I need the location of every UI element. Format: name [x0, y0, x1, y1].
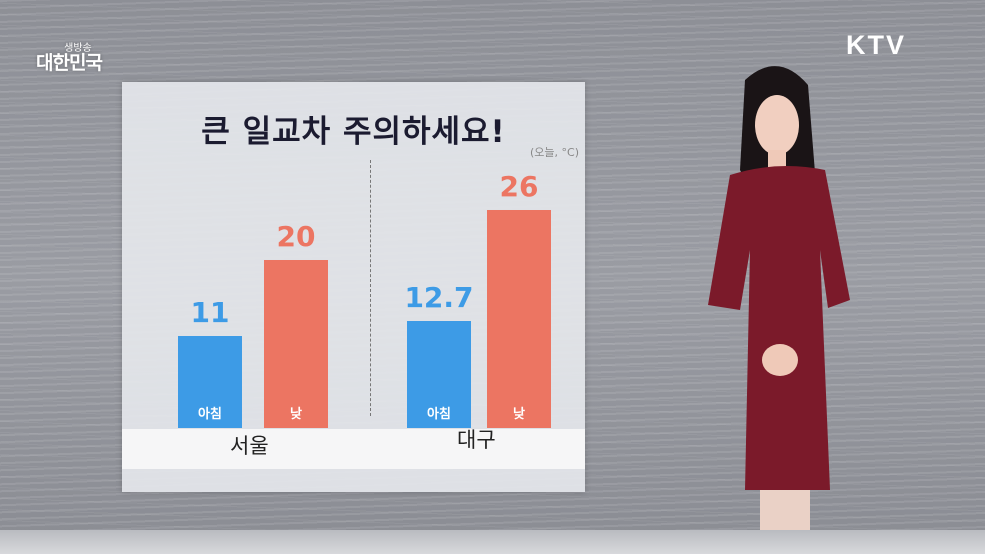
chart-title: 큰 일교차 주의하세요!	[201, 114, 506, 150]
bar-daegu-morning: 아침	[407, 321, 471, 428]
show-logo-small: 생방송	[64, 43, 92, 54]
data-label: 20	[276, 220, 316, 253]
show-logo: 생방송 대한민국	[36, 43, 103, 74]
category-label-seoul: 서울	[230, 434, 269, 458]
city-divider	[370, 160, 371, 416]
bar-daegu-day: 낮	[487, 209, 551, 428]
category-strip	[122, 429, 585, 469]
unit-note: (오늘, °C)	[530, 146, 579, 159]
bar-series-label: 아침	[198, 406, 222, 422]
chart-panel: 큰 일교차 주의하세요! (오늘, °C) 서울 대구 아침 11 낮 20 아침 12.…	[122, 82, 585, 492]
studio-floor	[0, 530, 985, 554]
bar-series-label: 낮	[290, 407, 302, 422]
bar-series-label: 낮	[513, 406, 525, 422]
presenter	[708, 66, 850, 530]
bar-seoul-day: 낮	[264, 260, 328, 428]
bar-series-label: 아침	[427, 406, 451, 422]
channel-logo: KTV	[846, 30, 906, 60]
bar-seoul-morning: 아침	[178, 335, 242, 428]
data-label: 12.7	[404, 281, 474, 315]
category-label-daegu: 대구	[457, 428, 496, 452]
show-logo-big: 대한민국	[36, 52, 103, 74]
data-label: 11	[190, 295, 230, 329]
data-label: 26	[499, 169, 539, 203]
